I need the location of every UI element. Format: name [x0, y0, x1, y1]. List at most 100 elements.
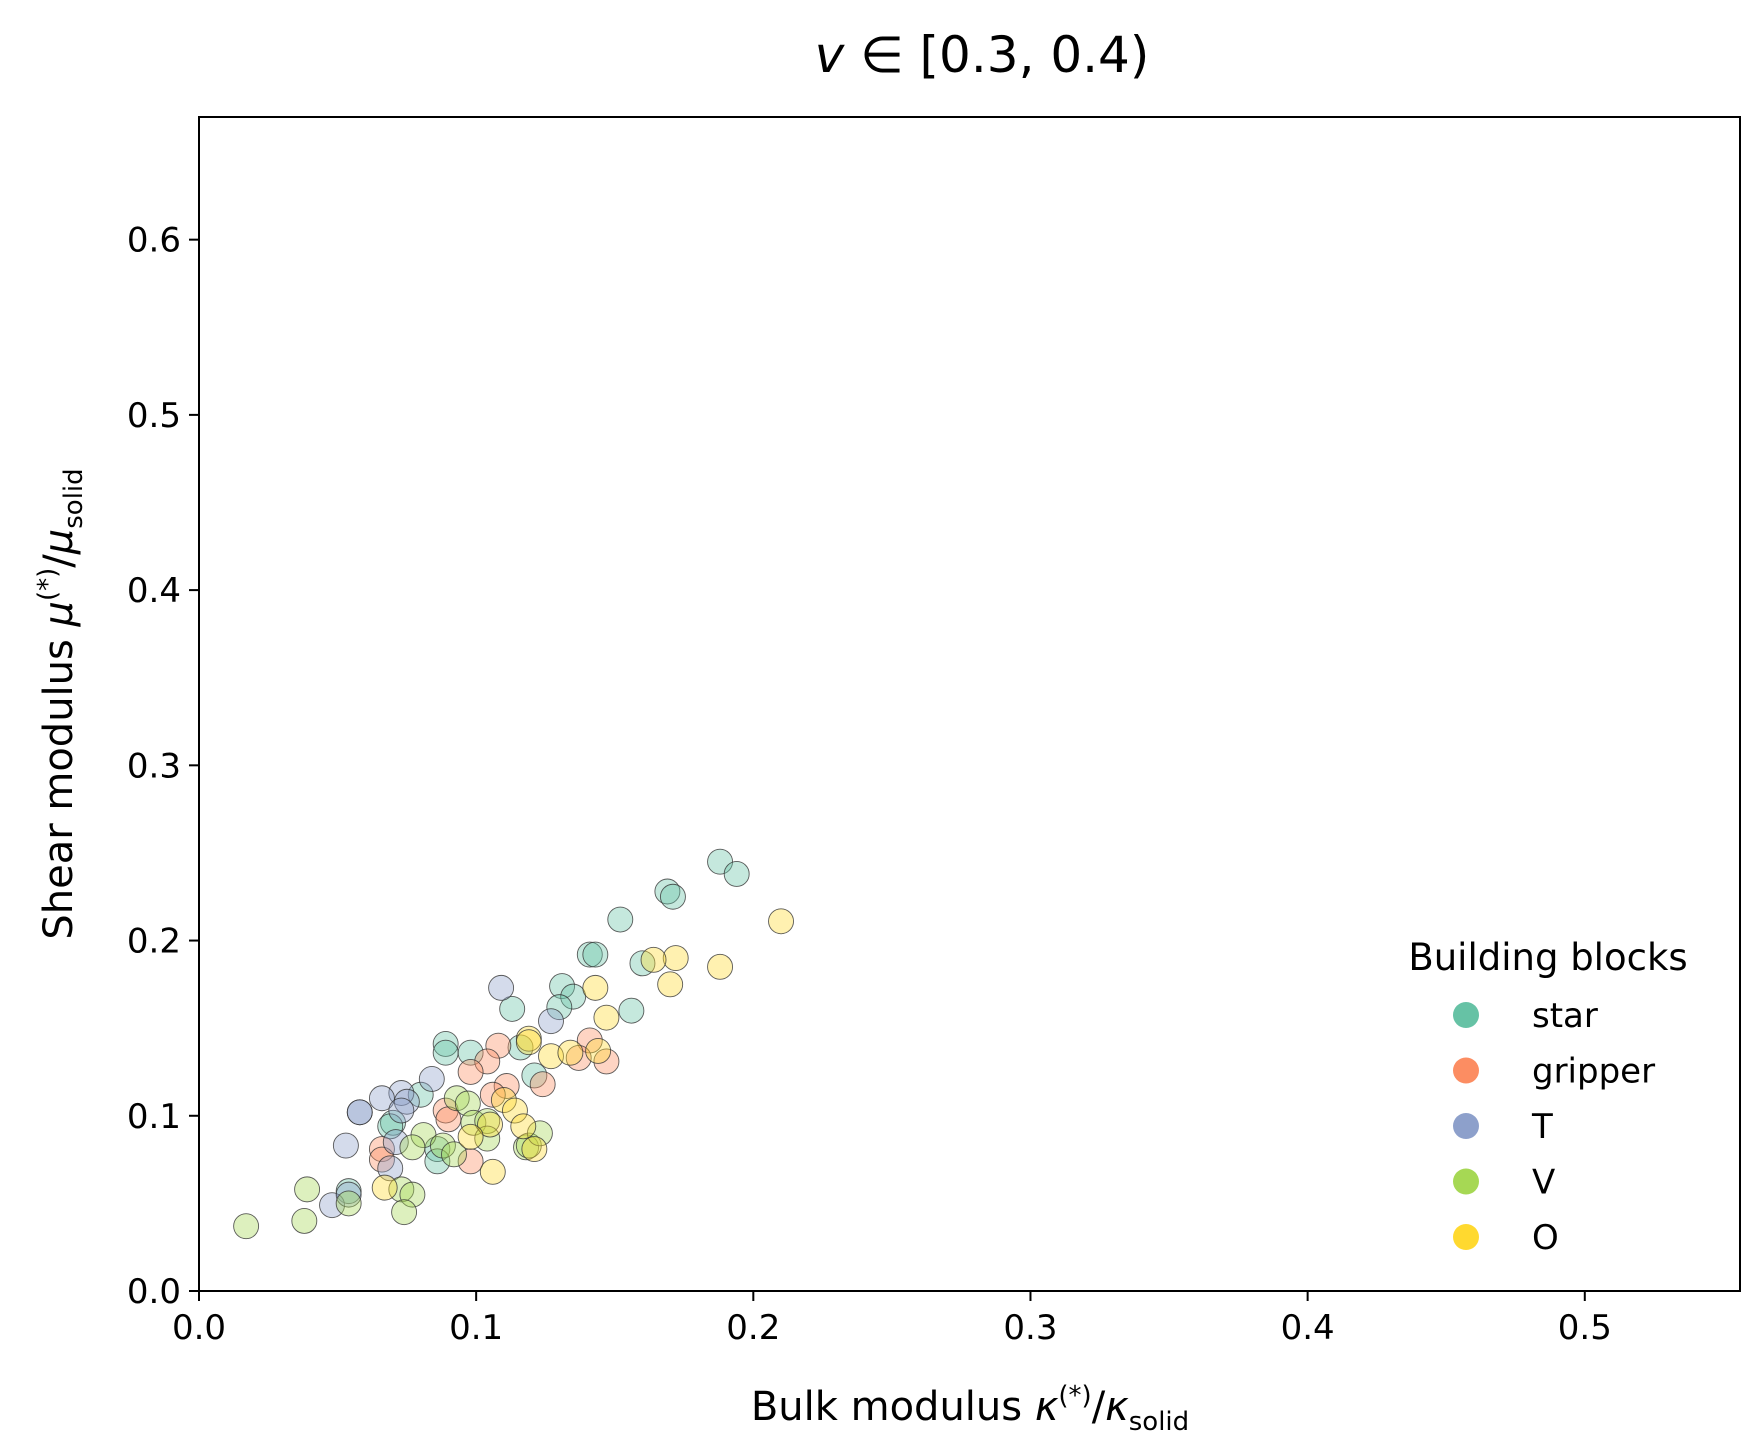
point-star: [407, 1081, 434, 1108]
point-v: [399, 1181, 426, 1208]
point-o: [662, 945, 689, 972]
point-v: [233, 1213, 260, 1240]
point-o: [585, 1037, 612, 1064]
y-axis-ticks: 0.0 0.1 0.2 0.3 0.4 0.5 0.6: [127, 221, 199, 1312]
point-o: [538, 1043, 564, 1070]
legend: Building blocks star gripper TVO: [1408, 936, 1687, 1258]
point-star: [582, 941, 609, 968]
plot-area-frame: [198, 116, 1741, 1292]
point-gripper: [474, 1048, 501, 1075]
legend-label-star: star: [1532, 996, 1598, 1036]
x-axis-ticks: 0.0 0.1 0.2 0.3 0.4 0.5: [172, 1291, 1612, 1348]
legend-marker-star: [1453, 1002, 1479, 1028]
point-star: [576, 941, 603, 968]
point-star: [499, 995, 526, 1022]
point-star: [432, 1030, 459, 1057]
point-gripper: [529, 1071, 556, 1098]
x-tick-label: 0.2: [726, 1308, 780, 1348]
legend-label-v: V: [1532, 1163, 1555, 1203]
point-v: [474, 1125, 501, 1152]
point-star: [377, 1113, 404, 1140]
x-tick-label: 0.5: [1558, 1308, 1612, 1348]
y-tick-label: 0.5: [127, 396, 181, 436]
point-t: [377, 1155, 404, 1182]
legend-marker-gripper: [1453, 1057, 1479, 1084]
y-tick-label: 0.6: [127, 221, 181, 261]
point-star: [380, 1109, 406, 1136]
y-tick-label: 0.4: [127, 571, 181, 611]
y-tick-label: 0.0: [127, 1272, 181, 1312]
legend-title: Building blocks: [1408, 936, 1687, 979]
point-star: [607, 906, 634, 933]
point-o: [490, 1087, 517, 1113]
point-gripper: [593, 1048, 620, 1075]
point-o: [510, 1113, 537, 1140]
point-star: [629, 950, 656, 977]
point-o: [515, 1025, 542, 1052]
legend-label-t: T: [1531, 1107, 1553, 1147]
point-star: [654, 878, 681, 905]
point-o: [768, 908, 794, 935]
point-o: [457, 1123, 484, 1150]
point-gripper: [485, 1032, 512, 1059]
point-o: [515, 1029, 542, 1056]
x-tick-label: 0.1: [449, 1308, 503, 1348]
point-star: [546, 994, 573, 1021]
point-star: [560, 983, 587, 1010]
point-star: [618, 997, 645, 1024]
legend-label-gripper: gripper: [1532, 1052, 1655, 1092]
x-tick-label: 0.0: [172, 1308, 226, 1348]
point-gripper: [368, 1136, 395, 1163]
point-gripper: [457, 1059, 484, 1085]
point-v: [399, 1134, 426, 1161]
legend-marker-v: [1453, 1168, 1479, 1195]
point-t: [335, 1181, 362, 1208]
point-o: [640, 946, 667, 973]
point-star: [723, 861, 750, 887]
point-o: [707, 953, 734, 980]
point-o: [593, 1004, 620, 1031]
point-o: [371, 1174, 398, 1201]
point-star: [659, 883, 686, 910]
point-t: [388, 1097, 415, 1124]
x-tick-label: 0.3: [1003, 1308, 1057, 1348]
point-o: [502, 1097, 528, 1124]
point-gripper: [457, 1148, 484, 1175]
point-t: [346, 1099, 373, 1126]
point-v: [335, 1190, 362, 1217]
legend-marker-o: [1453, 1224, 1479, 1250]
scatter-points: [233, 848, 794, 1240]
point-t: [538, 1008, 564, 1035]
point-o: [582, 974, 609, 1001]
point-star: [549, 973, 576, 1000]
point-star: [432, 1039, 459, 1066]
y-tick-label: 0.1: [127, 1097, 181, 1137]
point-v: [526, 1120, 553, 1147]
x-tick-label: 0.4: [1281, 1308, 1335, 1348]
x-axis-label: Bulk modulus κ(*)/κsolid: [751, 1381, 1189, 1437]
point-t: [382, 1129, 409, 1156]
point-v: [454, 1090, 481, 1117]
point-star: [457, 1039, 484, 1066]
point-gripper: [565, 1045, 592, 1071]
y-tick-label: 0.3: [127, 746, 181, 786]
point-t: [319, 1192, 345, 1219]
point-t: [488, 974, 515, 1001]
point-t: [368, 1085, 395, 1112]
point-v: [291, 1207, 318, 1234]
point-o: [477, 1111, 503, 1138]
point-o: [657, 971, 684, 998]
point-o: [557, 1039, 584, 1066]
point-t: [418, 1066, 445, 1092]
legend-label-o: O: [1532, 1218, 1559, 1258]
point-t: [332, 1132, 359, 1159]
point-o: [521, 1136, 548, 1163]
point-gripper: [493, 1073, 520, 1099]
chart-title: v ∈ [0.3, 0.4): [815, 26, 1150, 84]
y-tick-label: 0.2: [127, 922, 181, 962]
point-o: [479, 1158, 506, 1185]
point-v: [441, 1141, 467, 1168]
legend-marker-t: [1453, 1113, 1479, 1139]
point-star: [424, 1148, 451, 1175]
